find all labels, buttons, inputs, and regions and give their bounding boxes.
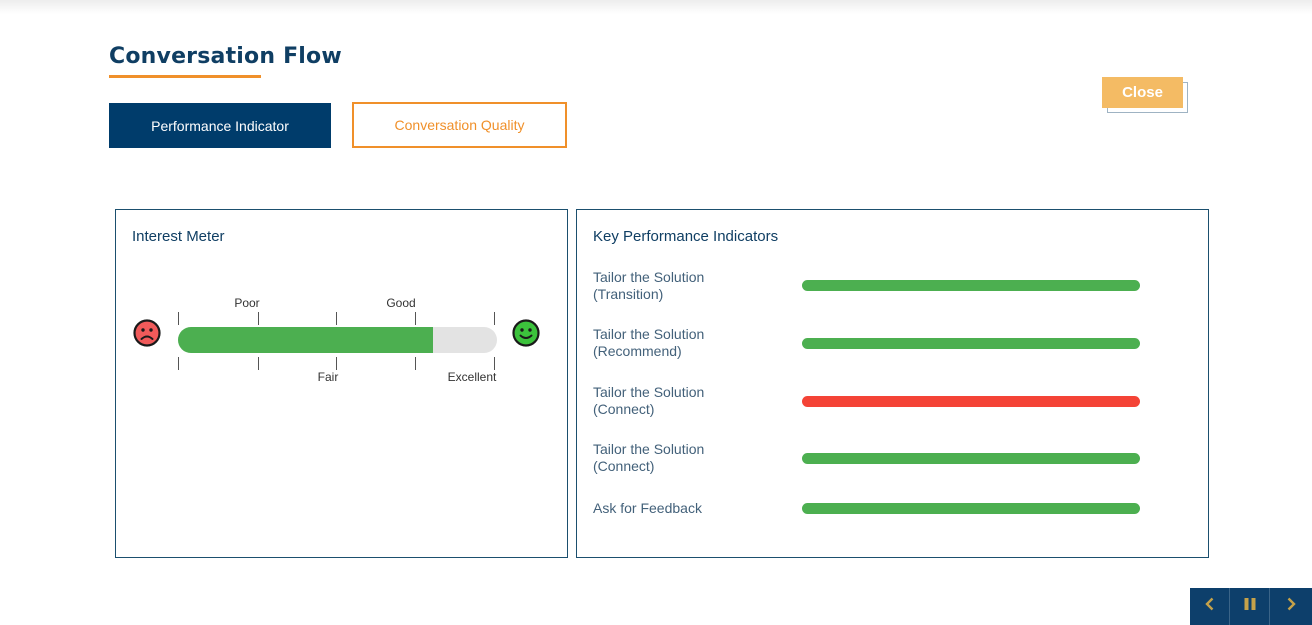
sad-face-icon (133, 319, 161, 347)
meter-label-good: Good (386, 296, 416, 310)
tab-performance-indicator[interactable]: Performance Indicator (109, 103, 331, 148)
player-nav-bar (1190, 588, 1312, 625)
kpi-label-line2: (Transition) (593, 286, 664, 302)
kpi-panel: Key Performance Indicators Tailor the So… (576, 209, 1209, 558)
page-title: Conversation Flow (109, 44, 342, 69)
meter-label-poor: Poor (234, 296, 260, 310)
tick-bottom (178, 357, 179, 370)
tick-top (336, 312, 337, 325)
pause-button[interactable] (1230, 588, 1270, 625)
tick-top (494, 312, 495, 325)
tick-top (178, 312, 179, 325)
happy-face-icon (512, 319, 540, 347)
kpi-status-bar (802, 280, 1140, 291)
tick-top (258, 312, 259, 325)
kpi-label: Tailor the Solution (Connect) (593, 441, 793, 475)
kpi-label-line1: Tailor the Solution (593, 384, 705, 400)
kpi-label-line1: Tailor the Solution (593, 441, 705, 457)
kpi-label-line2: (Connect) (593, 401, 655, 417)
tick-bottom (258, 357, 259, 370)
meter-label-fair: Fair (317, 370, 339, 384)
kpi-label-line1: Tailor the Solution (593, 269, 705, 285)
tick-bottom (494, 357, 495, 370)
kpi-label-line1: Tailor the Solution (593, 326, 705, 342)
tick-bottom (336, 357, 337, 370)
kpi-label: Tailor the Solution (Transition) (593, 269, 793, 303)
kpi-label-line1: Ask for Feedback (593, 500, 702, 516)
chevron-left-icon (1204, 597, 1216, 616)
pause-icon (1243, 597, 1257, 616)
kpi-label: Tailor the Solution (Connect) (593, 384, 793, 418)
close-button[interactable]: Close (1102, 77, 1183, 108)
interest-meter-panel: Interest Meter Poor Good Fair Excellent (115, 209, 568, 558)
tick-top (415, 312, 416, 325)
kpi-label-line2: (Recommend) (593, 343, 682, 359)
kpi-label: Ask for Feedback (593, 500, 793, 517)
interest-meter-title: Interest Meter (132, 228, 225, 245)
kpi-label: Tailor the Solution (Recommend) (593, 326, 793, 360)
kpi-status-bar (802, 338, 1140, 349)
next-button[interactable] (1270, 588, 1312, 625)
meter-label-excellent: Excellent (447, 370, 497, 384)
interest-meter-fill (178, 327, 434, 353)
chevron-right-icon (1285, 597, 1297, 616)
title-underline (109, 75, 261, 78)
kpi-label-line2: (Connect) (593, 458, 655, 474)
tick-bottom (415, 357, 416, 370)
kpi-title: Key Performance Indicators (593, 228, 779, 245)
tab-conversation-quality[interactable]: Conversation Quality (352, 102, 567, 148)
close-button-wrapper: Close (1102, 77, 1189, 114)
previous-button[interactable] (1190, 588, 1230, 625)
kpi-status-bar (802, 503, 1140, 514)
kpi-status-bar (802, 453, 1140, 464)
interest-meter-track (178, 327, 497, 353)
kpi-status-bar (802, 396, 1140, 407)
top-shadow (0, 0, 1312, 14)
